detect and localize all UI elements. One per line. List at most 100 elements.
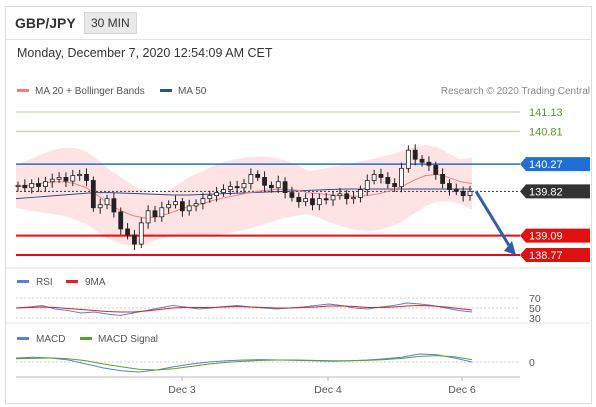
- candle-body: [344, 193, 350, 200]
- candle-body: [173, 201, 178, 206]
- candle-body: [337, 193, 343, 197]
- candle-body: [234, 186, 240, 189]
- candle-body: [351, 197, 356, 200]
- macd-zero-label: 0: [529, 357, 535, 369]
- rsi-level-label-50: 50: [529, 303, 541, 315]
- candle-body: [392, 183, 398, 187]
- candle-body: [358, 189, 363, 198]
- signal-legend-label: MACD Signal: [98, 334, 158, 345]
- chart-timestamp: Monday, December 7, 2020 12:54:09 AM CET: [17, 46, 273, 60]
- candle-body: [90, 180, 96, 209]
- candle-body: [405, 149, 411, 169]
- candle-body: [193, 203, 199, 207]
- candle-body: [227, 186, 233, 190]
- candle-body: [200, 198, 206, 204]
- bollinger-band: [16, 144, 472, 246]
- candle-body: [152, 210, 158, 218]
- candle-body: [371, 174, 377, 181]
- rsi-level-label-70: 70: [529, 293, 541, 305]
- candle-body: [63, 177, 69, 182]
- candle-body: [440, 174, 446, 184]
- rsi-level-label-30: 30: [529, 313, 541, 325]
- macd-signal-path: [15, 355, 473, 371]
- level-label-4: 139.09: [529, 231, 563, 243]
- x-tick-label-2: Dec 6: [448, 384, 476, 396]
- candle-body: [22, 184, 28, 189]
- ma20-legend-swatch: [17, 89, 29, 92]
- candle-body: [289, 192, 295, 198]
- candle-body: [111, 198, 117, 213]
- candle-body: [385, 177, 391, 184]
- rsi-ma-path: [15, 304, 473, 313]
- candle-body: [179, 201, 185, 212]
- timeframe-badge[interactable]: 30 MIN: [84, 12, 137, 34]
- candle-body: [77, 174, 83, 177]
- level-tag-2: [520, 157, 590, 172]
- candle-body: [221, 189, 226, 193]
- candle-body: [412, 149, 418, 160]
- level-labels: 141.13 140.81 140.27 139.82 139.09 138.77: [520, 107, 590, 262]
- candle-body: [268, 184, 274, 189]
- rsi-ma-legend-swatch: [66, 280, 78, 283]
- candle-body: [241, 183, 247, 189]
- level-label-0: 141.13: [529, 107, 563, 119]
- level-label-3: 139.82: [529, 186, 563, 198]
- x-tick-label-0: Dec 3: [168, 384, 196, 396]
- bollinger-band-area: [16, 144, 472, 246]
- level-tag-5: [520, 248, 590, 262]
- candle-body: [447, 183, 452, 190]
- candle-body: [248, 174, 254, 184]
- candle-body: [97, 204, 103, 209]
- candle-body: [330, 195, 336, 201]
- chart-frame: [5, 6, 592, 404]
- ma20-legend-label: MA 20 + Bollinger Bands: [35, 86, 145, 97]
- candle-body: [303, 198, 309, 203]
- macd-panel: 0: [15, 353, 535, 373]
- candle-body: [15, 184, 21, 187]
- candle-body: [84, 174, 89, 181]
- candle-body: [378, 174, 384, 178]
- rsi-ma-legend-label: 9MA: [85, 277, 106, 288]
- candle-body: [275, 181, 281, 189]
- candle-body: [159, 207, 165, 218]
- candle-body: [419, 158, 425, 163]
- candle-body: [453, 189, 459, 192]
- forecast-arrow: [474, 190, 516, 255]
- x-tick-label-1: Dec 4: [314, 384, 342, 396]
- rsi-legend-label: RSI: [36, 277, 53, 288]
- candle-body: [125, 228, 130, 236]
- candle-body: [262, 177, 267, 186]
- credit-text: Research © 2020 Trading Central: [441, 86, 590, 97]
- candle-body: [166, 204, 172, 209]
- candle-body: [323, 198, 329, 201]
- candle-body: [460, 190, 466, 197]
- ma50-legend-swatch: [160, 89, 172, 92]
- candle-body: [296, 197, 302, 203]
- candle-body: [433, 164, 439, 175]
- level-label-5: 138.77: [529, 250, 563, 262]
- candle-body: [310, 198, 315, 206]
- candle-body: [29, 183, 35, 189]
- candle-body: [186, 205, 192, 212]
- candle-body: [145, 210, 151, 224]
- candle-body: [104, 198, 110, 206]
- candle-body: [467, 190, 473, 197]
- candle-body: [36, 183, 41, 187]
- level-tag-3: [520, 184, 590, 199]
- level-tag-4: [520, 228, 590, 243]
- candle-body: [56, 177, 62, 180]
- forecast-arrow-shaft: [474, 190, 512, 248]
- macd-path: [15, 353, 473, 373]
- candle-body: [214, 192, 220, 197]
- rsi-legend-swatch: [17, 280, 29, 283]
- candle-body: [255, 174, 261, 178]
- level-label-2: 140.27: [529, 159, 563, 171]
- candle-body: [70, 175, 76, 182]
- candle-body: [399, 167, 404, 187]
- candle-body: [282, 181, 288, 193]
- candlesticks: [15, 144, 473, 251]
- candle-body: [364, 180, 370, 190]
- candle-body: [42, 181, 48, 187]
